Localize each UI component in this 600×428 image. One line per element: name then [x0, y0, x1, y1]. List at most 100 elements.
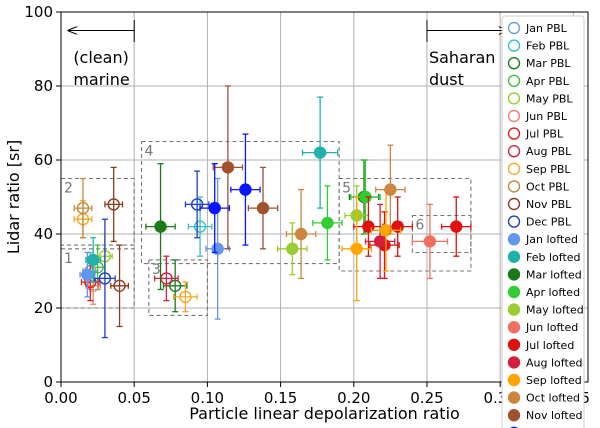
x-tick-label: 0.00 — [44, 389, 77, 407]
annotation-text: (clean) — [73, 48, 129, 67]
legend-marker — [507, 285, 521, 299]
data-marker — [76, 201, 90, 215]
legend-marker — [507, 391, 521, 404]
legend-label: Nov lofted — [526, 409, 583, 422]
data-marker — [81, 268, 94, 281]
data-point — [440, 196, 472, 257]
legend-marker — [507, 373, 521, 387]
region-box-label: 1 — [64, 251, 73, 267]
y-tick-label: 20 — [34, 299, 53, 317]
legend-label: Aug PBL — [526, 145, 572, 158]
legend-label: May PBL — [526, 92, 573, 105]
annotation-layer: (clean) marine Saharan dust — [68, 20, 507, 89]
data-point — [301, 96, 339, 209]
data-point — [145, 163, 176, 291]
data-point — [277, 222, 308, 276]
data-marker — [313, 146, 327, 159]
data-marker — [193, 220, 207, 233]
data-marker — [350, 242, 363, 256]
data-marker — [450, 220, 463, 233]
x-tick-label: 0.10 — [191, 389, 224, 407]
region-box — [411, 214, 472, 254]
legend-label: Mar lofted — [526, 268, 582, 281]
legend-marker — [507, 250, 521, 263]
legend-label: Jun lofted — [525, 321, 578, 334]
legend-label: Apr PBL — [526, 75, 570, 88]
data-point — [285, 188, 317, 280]
legend-marker — [507, 39, 521, 52]
legend: Jan PBL Feb PBL Mar PBL Apr PBL May PBL Jun P… — [501, 15, 585, 428]
data-point — [162, 259, 188, 313]
data-marker — [221, 161, 235, 174]
data-point — [212, 85, 244, 250]
data-point — [154, 255, 179, 302]
annotation-text: marine — [73, 70, 129, 89]
data-marker — [239, 183, 252, 196]
legend-label: Jun PBL — [525, 110, 568, 123]
legend-marker — [507, 321, 521, 334]
data-marker — [168, 279, 182, 292]
data-marker — [98, 272, 112, 285]
legend-marker — [507, 92, 521, 105]
data-marker — [87, 253, 100, 267]
data-marker — [154, 220, 167, 233]
data-marker — [286, 242, 299, 256]
legend-marker — [507, 144, 521, 158]
data-point — [247, 166, 279, 250]
data-point — [110, 244, 129, 328]
annotation-text: Saharan — [429, 48, 495, 67]
legend-marker — [507, 338, 521, 351]
data-marker — [190, 198, 204, 211]
data-marker — [179, 290, 192, 304]
legend-box — [501, 15, 585, 428]
data-point — [411, 203, 449, 280]
legend-label: May lofted — [526, 304, 584, 317]
region-box-label: 5 — [342, 181, 351, 197]
legend-label: Feb PBL — [526, 40, 570, 53]
legend-marker — [507, 109, 521, 123]
data-point — [205, 177, 230, 320]
legend-label: Mar PBL — [526, 57, 571, 70]
legend-label: Apr lofted — [526, 286, 580, 299]
legend-label: Aug lofted — [526, 356, 583, 369]
data-marker — [208, 201, 221, 215]
y-axis-label: Lidar ratio [sr] — [4, 140, 23, 254]
data-layer — [73, 85, 472, 339]
data-point — [370, 188, 402, 272]
legend-marker — [507, 74, 521, 88]
legend-marker — [507, 127, 521, 140]
legend-label: Jul PBL — [525, 128, 564, 141]
data-marker — [294, 227, 308, 241]
data-point — [341, 196, 372, 302]
data-marker — [384, 183, 397, 196]
x-tick-label: 0.15 — [264, 389, 297, 407]
legend-label: Nov PBL — [526, 198, 572, 211]
legend-label: Dec PBL — [526, 216, 572, 229]
data-point — [312, 185, 343, 261]
data-marker — [423, 235, 437, 248]
legend-marker — [507, 268, 521, 281]
plot-frame — [60, 11, 589, 383]
legend-marker — [507, 303, 521, 316]
x-tick-label: 0.25 — [410, 389, 443, 407]
data-point — [199, 163, 230, 254]
data-point — [85, 237, 102, 283]
y-tick-label: 60 — [34, 151, 53, 169]
legend-label: Sep PBL — [526, 163, 571, 176]
data-point — [173, 281, 198, 313]
y-tick-label: 40 — [34, 225, 53, 243]
legend-marker — [507, 215, 521, 228]
region-box-label: 6 — [415, 218, 424, 234]
y-tick-label: 100 — [24, 3, 53, 21]
data-point — [375, 144, 406, 235]
data-point — [230, 133, 261, 246]
legend-label: Jan lofted — [525, 233, 578, 246]
y-tick-label: 0 — [43, 373, 53, 391]
legend-label: Oct PBL — [526, 180, 570, 193]
legend-marker — [507, 162, 521, 176]
data-marker — [373, 235, 387, 248]
data-marker — [321, 216, 334, 230]
x-axis-label: Particle linear depolarization ratio — [189, 404, 460, 423]
data-point — [79, 251, 96, 298]
